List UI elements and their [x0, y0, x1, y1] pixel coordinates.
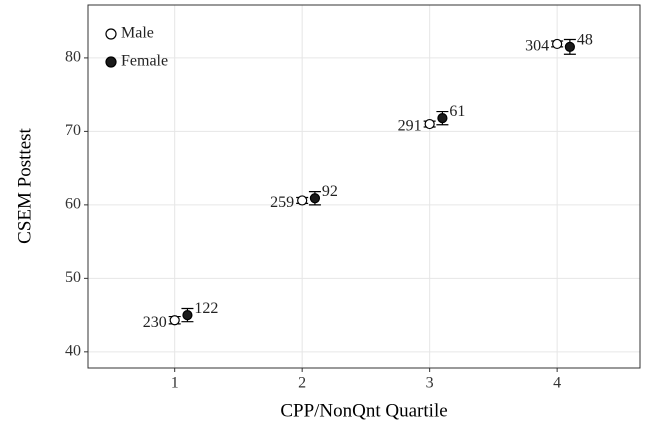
legend-label: Male	[121, 25, 154, 42]
point	[297, 195, 308, 206]
point	[182, 309, 193, 321]
point	[169, 315, 180, 326]
y-tick-label: 60	[65, 196, 81, 213]
point	[309, 193, 321, 204]
data-label: 61	[449, 103, 465, 120]
point	[424, 118, 435, 130]
x-axis-title: CPP/NonQnt Quartile	[280, 400, 447, 421]
x-tick-label: 2	[298, 375, 306, 392]
legend-label: Female	[121, 53, 168, 70]
point	[552, 38, 563, 50]
x-tick-label: 3	[426, 375, 434, 392]
y-tick-label: 50	[65, 269, 81, 286]
legend-marker	[105, 28, 117, 40]
data-label: 122	[194, 300, 218, 317]
y-tick-label: 40	[65, 343, 81, 360]
data-label: 304	[525, 38, 549, 55]
data-label: 230	[143, 314, 167, 331]
data-label: 259	[270, 194, 294, 211]
data-label: 92	[322, 183, 338, 200]
data-label: 48	[577, 32, 593, 49]
y-tick-label: 70	[65, 122, 81, 139]
data-label: 291	[398, 118, 422, 135]
y-tick-label: 80	[65, 49, 81, 66]
legend-marker	[105, 56, 117, 68]
plot-panel	[87, 4, 641, 369]
point	[437, 113, 448, 124]
point	[564, 41, 575, 52]
y-axis-title: CSEM Posttest	[14, 127, 35, 243]
x-tick-label: 4	[553, 375, 561, 392]
x-tick-label: 1	[171, 375, 179, 392]
